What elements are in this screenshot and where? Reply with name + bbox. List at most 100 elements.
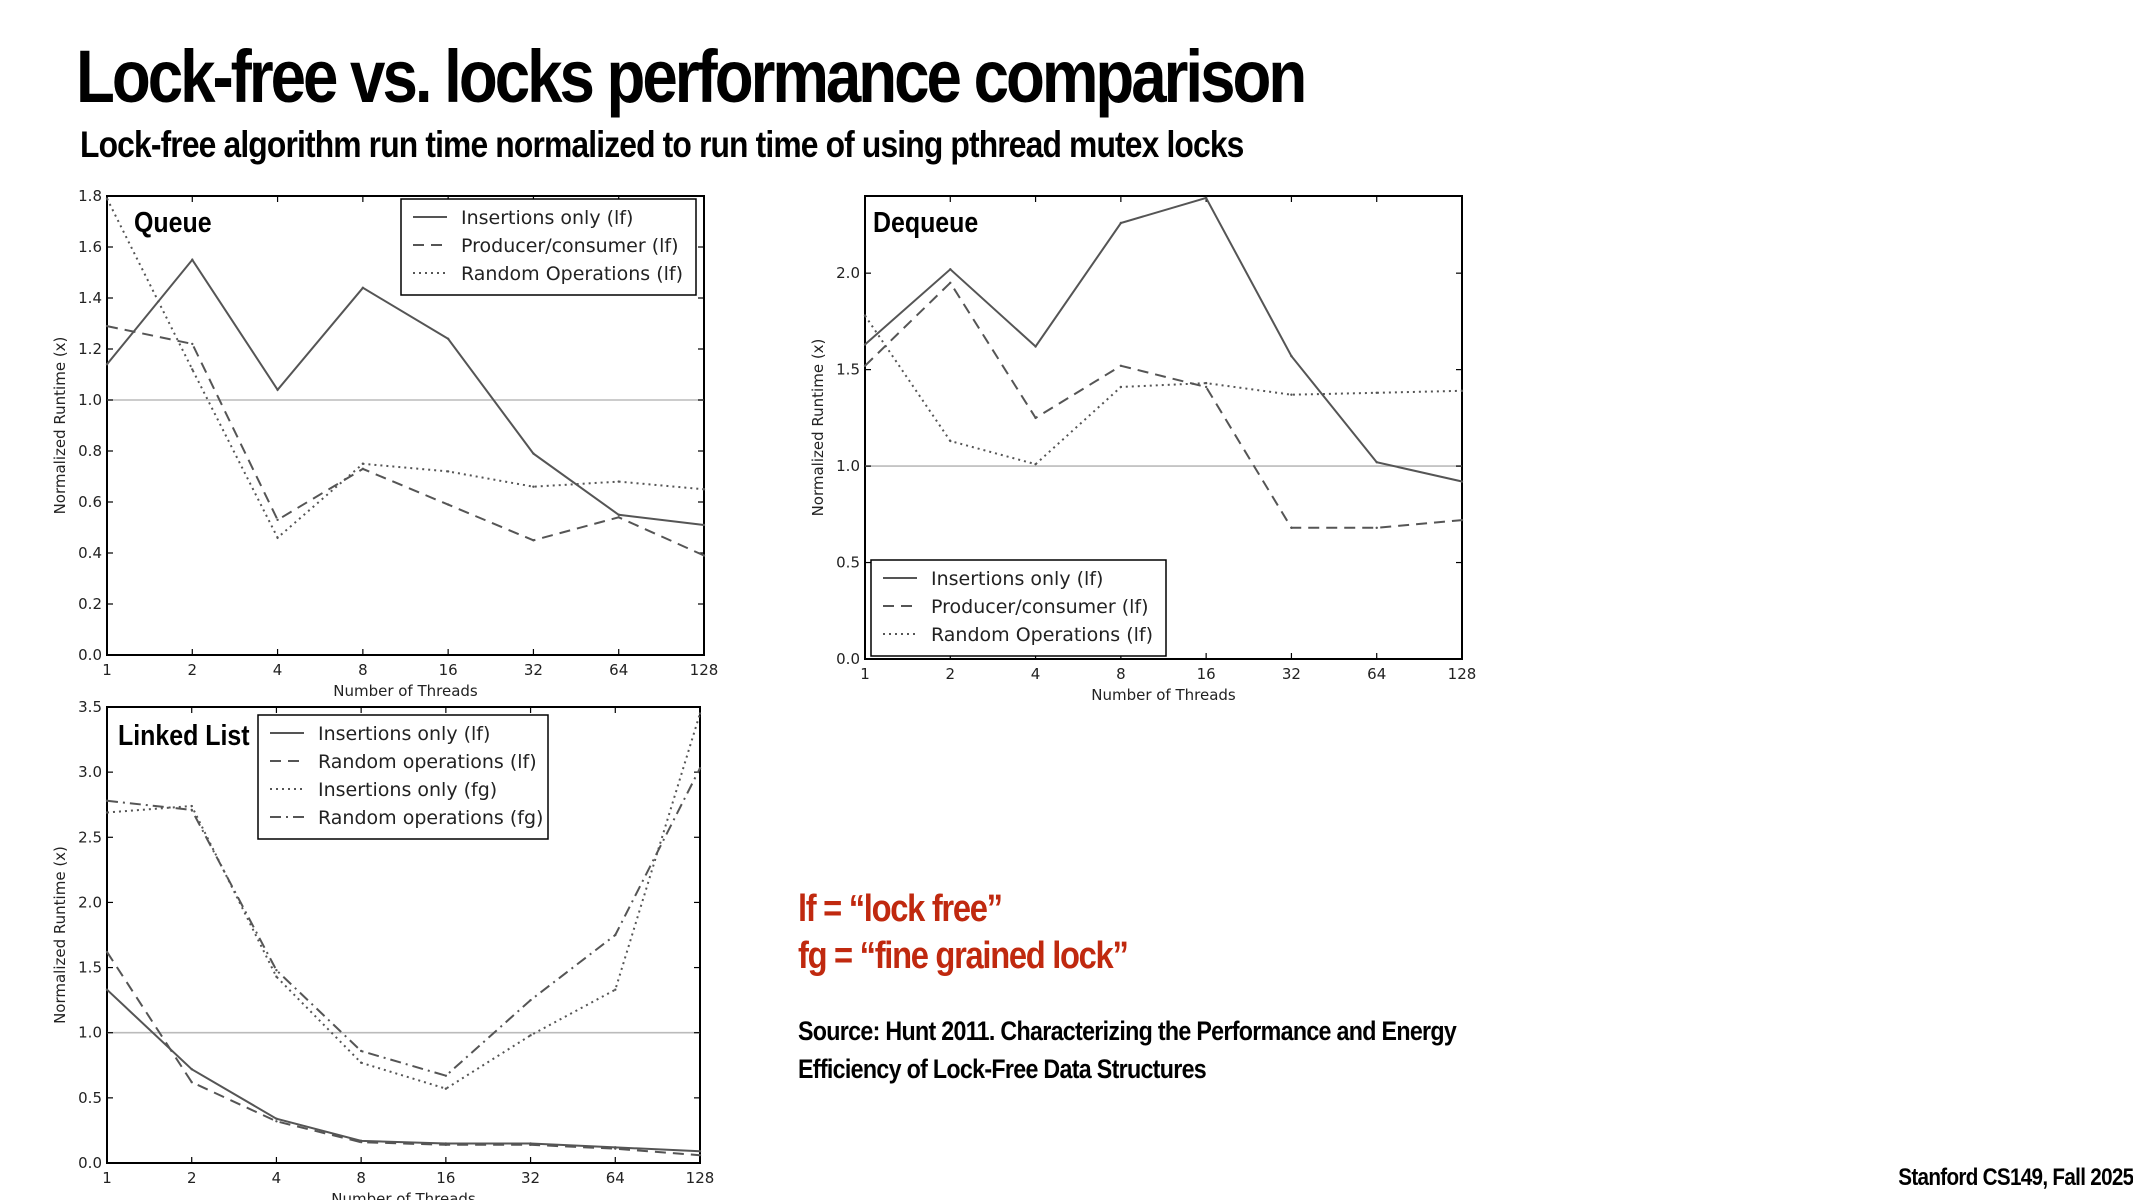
linkedlist-ytick-label: 1.5: [78, 959, 102, 977]
queue-series-3-point: [446, 470, 450, 473]
linkedlist-ytick-label: 3.5: [78, 698, 102, 716]
linkedlist-series-2-point: [359, 1140, 363, 1144]
queue-series-2-point: [191, 342, 194, 346]
dequeue-ytick-label: 2.0: [836, 264, 860, 282]
dequeue-series-2-point: [1375, 526, 1378, 530]
queue-series-1-point: [276, 388, 279, 391]
course-footer: Stanford CS149, Fall 2025: [1897, 1164, 2133, 1191]
linkedlist-ytick-label: 3.0: [78, 763, 102, 781]
linkedlist-series-3-point: [105, 811, 109, 814]
dequeue-series-3-point: [1119, 385, 1123, 389]
dequeue-ytick-label: 1.0: [836, 457, 860, 475]
queue-series-2-point: [702, 554, 706, 557]
dequeue-xtick-label: 16: [1197, 665, 1216, 683]
linkedlist-ytick-label: 0.5: [78, 1089, 102, 1107]
dequeue-series-1-point: [1460, 480, 1464, 483]
queue-series-3-point: [702, 488, 706, 491]
dequeue-ytick-label: 0.5: [836, 554, 860, 572]
linkedlist-series-1-point: [275, 1117, 278, 1120]
linkedlist-plot-frame: [106, 706, 701, 1164]
linkedlist-xtick-label: 64: [606, 1169, 625, 1187]
linkedlist-xtick-label: 128: [686, 1169, 715, 1187]
dequeue-xtick-label: 64: [1367, 665, 1386, 683]
queue-ytick-label: 0.4: [78, 544, 102, 562]
queue-series-3-point: [276, 536, 279, 539]
queue-series-2-point: [532, 539, 535, 542]
linkedlist-xtick-label: 4: [272, 1169, 282, 1187]
linkedlist-series-3-point: [190, 804, 193, 808]
dequeue-series-1-point: [1290, 354, 1293, 358]
linkedlist-series-2-point: [190, 1081, 193, 1084]
queue-ytick-label: 0.0: [78, 646, 102, 664]
queue-series-line-2: [106, 325, 705, 557]
queue-xtick-label: 128: [690, 661, 719, 679]
linkedlist-series-4-point: [444, 1074, 448, 1077]
linkedlist-series-4-point: [190, 808, 193, 812]
dequeue-series-2-point: [949, 281, 952, 285]
queue-legend-label-1: Insertions only (lf): [461, 207, 633, 229]
queue-series-3-point: [532, 485, 535, 488]
linkedlist-ytick-label: 2.5: [78, 828, 102, 846]
queue-xtick-label: 4: [273, 661, 283, 679]
linkedlist-series-4-point: [359, 1049, 363, 1053]
slide-subtitle: Lock-free algorithm run time normalized …: [80, 124, 1244, 165]
queue-series-1-point: [361, 286, 365, 289]
dequeue-series-3-point: [1034, 462, 1037, 466]
dequeue-series-line-1: [864, 196, 1463, 483]
linkedlist-series-2-point: [529, 1143, 532, 1146]
queue-series-1-point: [191, 258, 194, 261]
dequeue-ytick-label: 1.5: [836, 361, 860, 379]
dequeue-series-3-point: [1375, 391, 1378, 394]
dequeue-series-1-point: [1204, 196, 1208, 200]
linkedlist-series-4-point: [698, 767, 702, 770]
dequeue-series-2-point: [1204, 385, 1208, 389]
queue-ytick-label: 0.6: [78, 493, 102, 511]
linkedlist-series-4-point: [529, 998, 532, 1002]
queue-series-2-point: [446, 503, 450, 506]
queue-series-1-point: [702, 523, 706, 527]
queue-series-2-point: [617, 516, 620, 519]
queue-series-3-point: [617, 480, 620, 483]
dequeue-series-2-point: [1460, 518, 1464, 522]
linkedlist-xtick-label: 1: [102, 1169, 112, 1187]
linkedlist-xtick-label: 32: [521, 1169, 540, 1187]
dequeue-series-1-point: [1119, 221, 1123, 225]
dequeue-series-2-point: [1034, 416, 1037, 420]
dequeue-xtick-label: 128: [1448, 665, 1477, 683]
queue-series-3-point: [191, 368, 194, 371]
linkedlist-series-4-point: [275, 968, 278, 972]
queue-ytick-label: 1.8: [78, 187, 102, 205]
linkedlist-series-line-2: [106, 951, 701, 1157]
queue-xlabel: Number of Threads: [333, 682, 478, 700]
queue-ytick-label: 1.6: [78, 238, 102, 256]
queue-xtick-label: 64: [609, 661, 628, 679]
linkedlist-ytick-label: 2.0: [78, 893, 102, 911]
dequeue-series-line-3: [864, 315, 1463, 466]
linkedlist-series-4-point: [614, 933, 617, 937]
dequeue-ytick-label: 0.0: [836, 650, 860, 668]
dequeue-series-2-point: [1290, 526, 1293, 530]
linkedlist-xlabel: Number of Threads: [331, 1190, 476, 1200]
linkedlist-series-1-point: [190, 1067, 193, 1071]
queue-chart-title: Queue: [134, 206, 212, 238]
queue-legend-box: [400, 198, 697, 296]
queue-xtick-label: 8: [358, 661, 368, 679]
queue-ylabel: Normalized Runtime (x): [51, 337, 69, 515]
dequeue-xtick-label: 8: [1116, 665, 1126, 683]
queue-legend-label-3: Random Operations (lf): [461, 263, 683, 285]
linkedlist-series-2-point: [614, 1147, 617, 1150]
linkedlist-series-line-1: [106, 988, 701, 1153]
queue-plot-frame: [106, 195, 705, 656]
linkedlist-series-3-point: [275, 975, 278, 978]
queue-series-1-point: [446, 337, 450, 340]
linkedlist-series-2-point: [698, 1153, 702, 1157]
queue-ytick-label: 1.0: [78, 391, 102, 409]
queue-series-2-point: [361, 467, 365, 471]
queue-legend-label-2: Producer/consumer (lf): [461, 235, 679, 257]
linkedlist-legend-box: [257, 714, 549, 840]
linkedlist-series-1-point: [105, 988, 109, 991]
queue-series-2-point: [105, 324, 109, 328]
linkedlist-series-1-point: [698, 1150, 702, 1153]
